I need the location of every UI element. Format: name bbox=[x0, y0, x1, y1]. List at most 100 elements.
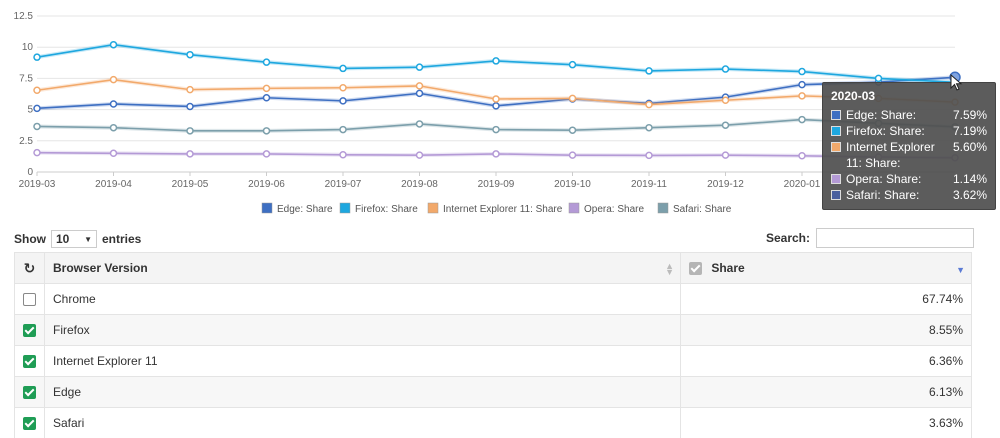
data-point bbox=[33, 148, 41, 157]
y-tick-label: 5 bbox=[27, 105, 33, 116]
legend-swatch bbox=[568, 202, 580, 214]
row-checkbox[interactable] bbox=[23, 386, 36, 400]
length-value: 10 bbox=[56, 232, 70, 246]
y-tick-label: 2.5 bbox=[19, 136, 33, 147]
data-point bbox=[645, 100, 653, 109]
x-tick-label: 2019-05 bbox=[172, 179, 209, 190]
data-point bbox=[339, 84, 347, 92]
data-point bbox=[186, 150, 194, 158]
chevron-down-icon: ▼ bbox=[84, 234, 92, 244]
data-point bbox=[415, 120, 424, 128]
x-tick-label: 2019-03 bbox=[19, 179, 56, 190]
data-point bbox=[339, 64, 347, 73]
browser-share-chart: 0 2.5 5 7.5 10 12.5 2019-03 2019-04 2019-05 2019-… bbox=[14, 11, 996, 215]
share-cell: 6.36% bbox=[680, 345, 972, 377]
share-cell: 67.74% bbox=[680, 283, 972, 315]
browser-name-cell: Internet Explorer 11 bbox=[44, 345, 681, 377]
y-tick-label: 12.5 bbox=[14, 11, 34, 22]
legend-label: Edge: Share bbox=[277, 204, 333, 215]
length-control: Show 10 ▼ entries bbox=[14, 230, 141, 248]
data-point bbox=[874, 74, 883, 83]
data-point bbox=[109, 149, 118, 158]
sort-both-icon: ▲ ▼ bbox=[665, 261, 674, 277]
table-header-row: ↻ Browser Version ▲ ▼ Share ▼ bbox=[14, 252, 972, 284]
data-point bbox=[109, 40, 118, 49]
data-point bbox=[415, 82, 424, 90]
table-row[interactable]: Edge 6.13% bbox=[14, 376, 972, 408]
data-point bbox=[721, 65, 730, 73]
data-point bbox=[721, 96, 730, 104]
row-checkbox-cell[interactable] bbox=[14, 283, 45, 315]
y-tick-label: 0 bbox=[27, 167, 33, 178]
share-column-checkbox-icon[interactable] bbox=[689, 262, 702, 276]
data-point bbox=[568, 126, 577, 134]
data-point bbox=[33, 122, 41, 131]
search-input[interactable] bbox=[816, 228, 974, 248]
y-tick-label: 10 bbox=[22, 42, 34, 53]
tooltip-series-value: 7.19% bbox=[952, 124, 987, 138]
data-point bbox=[109, 75, 118, 84]
row-checkbox[interactable] bbox=[23, 293, 36, 307]
share-cell: 8.55% bbox=[680, 314, 972, 346]
tooltip-title: 2020-03 bbox=[831, 89, 876, 103]
share-cell: 3.63% bbox=[680, 407, 972, 438]
data-point bbox=[262, 150, 271, 158]
browser-version-header[interactable]: Browser Version ▲ ▼ bbox=[44, 252, 681, 284]
row-checkbox-cell[interactable] bbox=[14, 345, 45, 377]
tooltip-row: Edge: Share: 7.59% bbox=[831, 107, 987, 123]
data-point bbox=[645, 123, 653, 132]
row-checkbox[interactable] bbox=[23, 324, 36, 338]
reset-column-header[interactable]: ↻ bbox=[14, 252, 45, 284]
data-point bbox=[33, 53, 41, 61]
table-row[interactable]: Safari 3.63% bbox=[14, 407, 972, 438]
series-swatch bbox=[831, 110, 841, 120]
table-row[interactable]: Internet Explorer 11 6.36% bbox=[14, 345, 972, 377]
data-point bbox=[415, 63, 424, 71]
data-point bbox=[492, 102, 500, 110]
refresh-icon[interactable]: ↻ bbox=[23, 259, 36, 276]
data-point bbox=[33, 104, 41, 113]
data-point bbox=[262, 58, 271, 66]
row-checkbox[interactable] bbox=[23, 417, 36, 431]
y-tick-label: 7.5 bbox=[19, 73, 33, 84]
tooltip-series-value: 5.60% bbox=[952, 140, 987, 154]
search-control: Search: bbox=[766, 228, 974, 248]
data-point bbox=[186, 85, 194, 94]
row-checkbox[interactable] bbox=[23, 355, 36, 369]
line-chart-svg: 0 2.5 5 7.5 10 12.5 2019-03 2019-04 2019-05 2019-… bbox=[14, 11, 961, 215]
data-point bbox=[798, 115, 806, 124]
x-tick-label: 2019-10 bbox=[554, 179, 591, 190]
data-point bbox=[109, 123, 118, 132]
data-point bbox=[339, 125, 347, 134]
data-point bbox=[262, 93, 271, 102]
data-point bbox=[568, 60, 577, 69]
data-point bbox=[492, 150, 500, 158]
data-point bbox=[721, 151, 730, 159]
series-swatch bbox=[831, 190, 841, 200]
data-point bbox=[415, 89, 424, 98]
x-tick-label: 2019-06 bbox=[248, 179, 285, 190]
data-point bbox=[492, 95, 500, 103]
row-checkbox-cell[interactable] bbox=[14, 314, 45, 346]
data-point bbox=[645, 67, 653, 75]
chart-tooltip: 2020-03 Edge: Share: 7.59% Firefox: Share:… bbox=[822, 82, 996, 210]
x-tick-label: 2019-08 bbox=[401, 179, 438, 190]
share-header-label: Share bbox=[711, 260, 745, 275]
legend-label: Internet Explorer 11: Share bbox=[443, 204, 563, 215]
tooltip-series-value: 7.59% bbox=[952, 108, 987, 122]
share-header[interactable]: Share ▼ bbox=[680, 252, 972, 284]
table-controls: Show 10 ▼ entries Search: bbox=[14, 228, 974, 250]
table-row[interactable]: Firefox 8.55% bbox=[14, 314, 972, 346]
data-point bbox=[568, 94, 577, 103]
data-point bbox=[262, 127, 271, 135]
browser-share-table: ↻ Browser Version ▲ ▼ Share ▼ Chrome 67.74… bbox=[14, 252, 972, 438]
tooltip-series-name: Firefox: Share: bbox=[846, 124, 925, 138]
data-point bbox=[339, 151, 347, 159]
browser-name-cell: Edge bbox=[44, 376, 681, 408]
entries-length-select[interactable]: 10 ▼ bbox=[51, 230, 97, 248]
table-row[interactable]: Chrome 67.74% bbox=[14, 283, 972, 315]
row-checkbox-cell[interactable] bbox=[14, 376, 45, 408]
tooltip-row: Safari: Share: 3.62% bbox=[831, 187, 987, 203]
tooltip-series-name: Safari: Share: bbox=[846, 188, 920, 202]
row-checkbox-cell[interactable] bbox=[14, 407, 45, 438]
